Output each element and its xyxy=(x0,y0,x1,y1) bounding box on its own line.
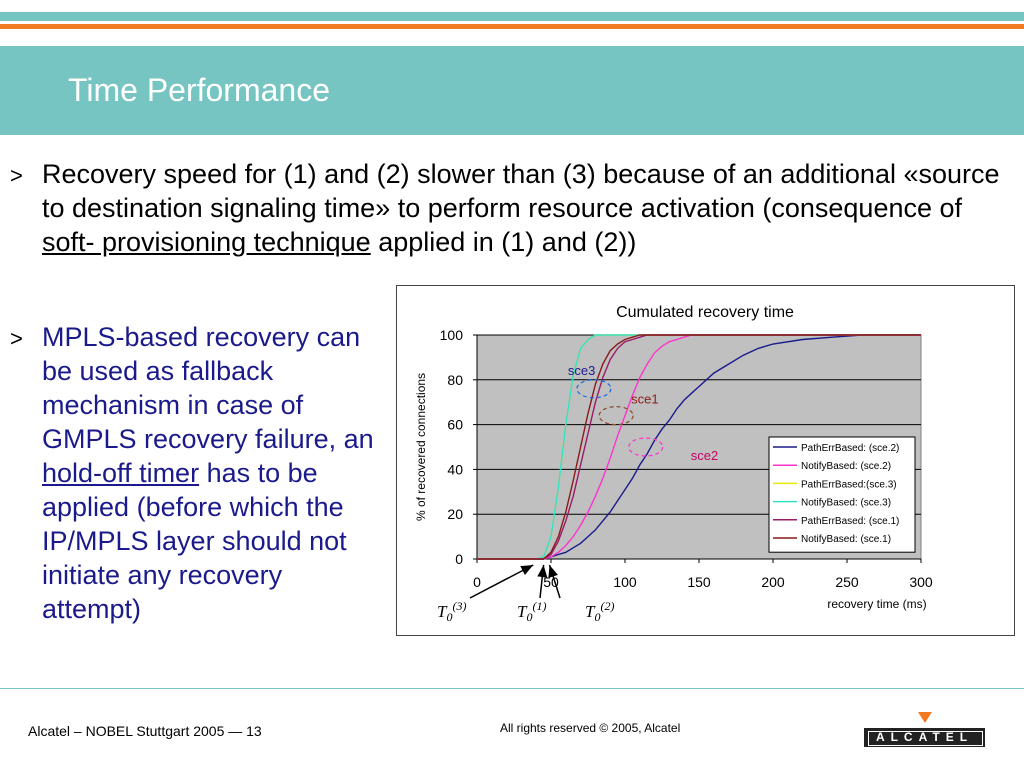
logo-triangle-icon xyxy=(918,712,932,723)
footer-event-label: Alcatel – NOBEL Stuttgart 2005 — 13 xyxy=(28,723,262,739)
chart-frame xyxy=(396,285,1015,636)
bullet2-text-before: MPLS-based recovery can be used as fallb… xyxy=(42,322,374,454)
bullet1-underlined: soft- provisioning technique xyxy=(42,227,371,257)
bullet1-text-after: applied in (1) and (2)) xyxy=(370,227,637,257)
top-stripe-orange xyxy=(0,24,1024,29)
slide-title: Time Performance xyxy=(68,72,330,108)
bullet1-text-before: Recovery speed for (1) and (2) slower th… xyxy=(42,159,1000,223)
logo-inner-border xyxy=(868,731,983,746)
bullet2-underlined: hold-off timer xyxy=(42,458,200,488)
footer-divider xyxy=(0,688,1024,689)
bullet-marker: > xyxy=(10,326,23,351)
alcatel-logo: ALCATEL xyxy=(864,728,985,747)
bullet-recovery-speed: Recovery speed for (1) and (2) slower th… xyxy=(42,157,1002,259)
footer-copyright: All rights reserved © 2005, Alcatel xyxy=(500,721,681,735)
bullet-marker: > xyxy=(10,163,23,188)
title-band xyxy=(0,46,1024,135)
bullet-mpls-fallback: MPLS-based recovery can be used as fallb… xyxy=(42,320,387,626)
bullet2-text-after: has to be applied (before which the IP/M… xyxy=(42,458,347,624)
top-stripe-teal xyxy=(0,12,1024,21)
